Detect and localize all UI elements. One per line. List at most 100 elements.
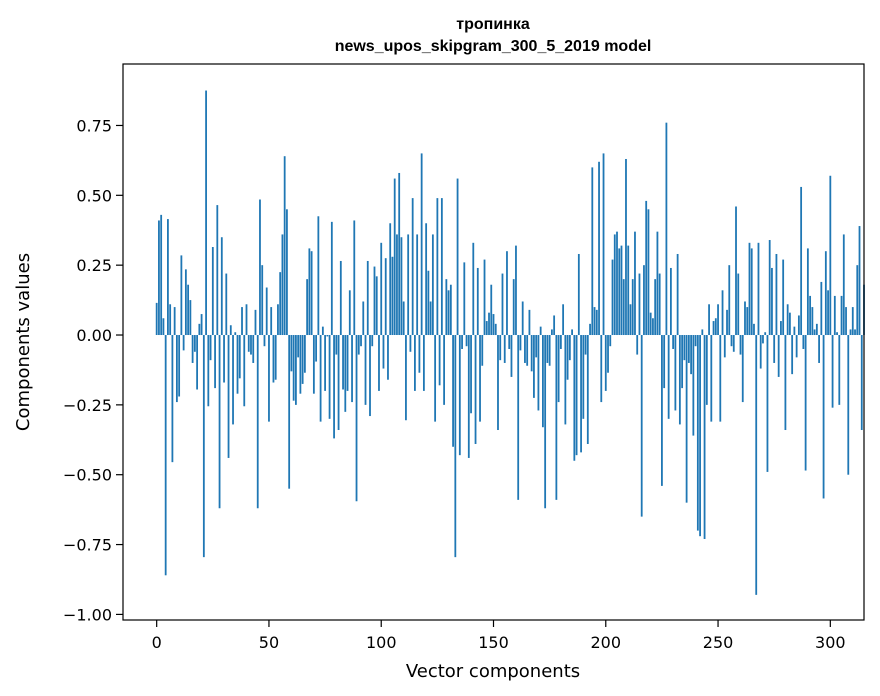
bar (728, 265, 731, 336)
bar (636, 335, 639, 355)
bar (200, 314, 203, 336)
bar (851, 307, 854, 336)
bar (196, 335, 198, 390)
chart-subtitle: news_upos_skipgram_300_5_2019 model (335, 38, 652, 55)
bar (784, 335, 787, 431)
bar (647, 209, 650, 336)
bar (818, 335, 820, 363)
bar (656, 231, 659, 336)
bar (678, 335, 681, 425)
bar (860, 335, 863, 431)
bar (490, 284, 493, 336)
bar (454, 335, 457, 558)
bar (492, 314, 495, 336)
bar (393, 178, 396, 336)
bar (577, 253, 580, 336)
y-tick-label: 0.25 (76, 256, 112, 275)
bar (494, 323, 497, 336)
bar (705, 335, 708, 405)
x-tick-label: 0 (152, 633, 162, 652)
bar (324, 335, 326, 391)
bar (227, 335, 230, 458)
bar (400, 237, 403, 336)
bar (175, 335, 178, 403)
bar (171, 335, 174, 463)
bar (708, 304, 710, 336)
bar (184, 269, 187, 336)
bar (474, 335, 477, 444)
bar (510, 335, 513, 377)
bar (559, 335, 562, 349)
bar (321, 326, 324, 336)
bar (198, 323, 201, 336)
bar (652, 318, 654, 336)
bar (369, 335, 371, 417)
bar (613, 234, 616, 336)
bar (463, 262, 466, 336)
bar (521, 301, 524, 336)
bar (512, 279, 515, 336)
bar (663, 335, 666, 389)
bar (537, 335, 540, 411)
x-tick-label: 150 (478, 633, 509, 652)
bar (310, 251, 313, 336)
bar (809, 295, 812, 336)
bar (411, 198, 414, 336)
bar (766, 335, 769, 472)
bar (218, 335, 221, 509)
bar (681, 335, 684, 389)
bar (508, 335, 511, 349)
bar (281, 234, 284, 336)
bar (618, 248, 621, 336)
bar (703, 335, 706, 539)
bar (205, 90, 207, 336)
bar (690, 335, 692, 375)
bar (167, 219, 169, 336)
bar (575, 335, 578, 456)
bar (483, 259, 486, 336)
y-axis-label: Components values (13, 253, 34, 431)
bar (268, 335, 270, 422)
bar (654, 279, 657, 336)
bar (739, 335, 742, 355)
bar (263, 335, 266, 347)
bar (209, 335, 212, 361)
bar (820, 281, 823, 336)
bar (214, 335, 216, 389)
bar (396, 234, 398, 336)
bar (245, 304, 248, 336)
bar (533, 335, 535, 398)
bar (589, 323, 591, 336)
bar (299, 335, 302, 394)
bar (824, 251, 827, 336)
bar (791, 335, 794, 375)
bar (252, 335, 255, 363)
bar (735, 206, 737, 336)
bar (840, 295, 843, 336)
bar (259, 199, 261, 336)
bar (333, 335, 335, 439)
bar (683, 335, 686, 361)
bar (499, 335, 502, 361)
bar (768, 240, 771, 336)
bar (479, 335, 481, 422)
bar (295, 335, 297, 405)
bar (503, 335, 506, 363)
bar (191, 335, 194, 363)
bar (409, 335, 412, 352)
bar (694, 335, 697, 347)
bar (564, 335, 567, 425)
bar (355, 335, 358, 502)
bar (162, 318, 165, 336)
bar (638, 273, 641, 336)
bar (290, 335, 293, 372)
bar (384, 258, 387, 336)
bar (283, 156, 286, 336)
bar (472, 242, 475, 336)
bar (699, 335, 701, 537)
bar (398, 172, 401, 336)
bar (160, 214, 163, 336)
bar (550, 329, 553, 336)
bar (775, 253, 778, 336)
bar (627, 245, 630, 336)
